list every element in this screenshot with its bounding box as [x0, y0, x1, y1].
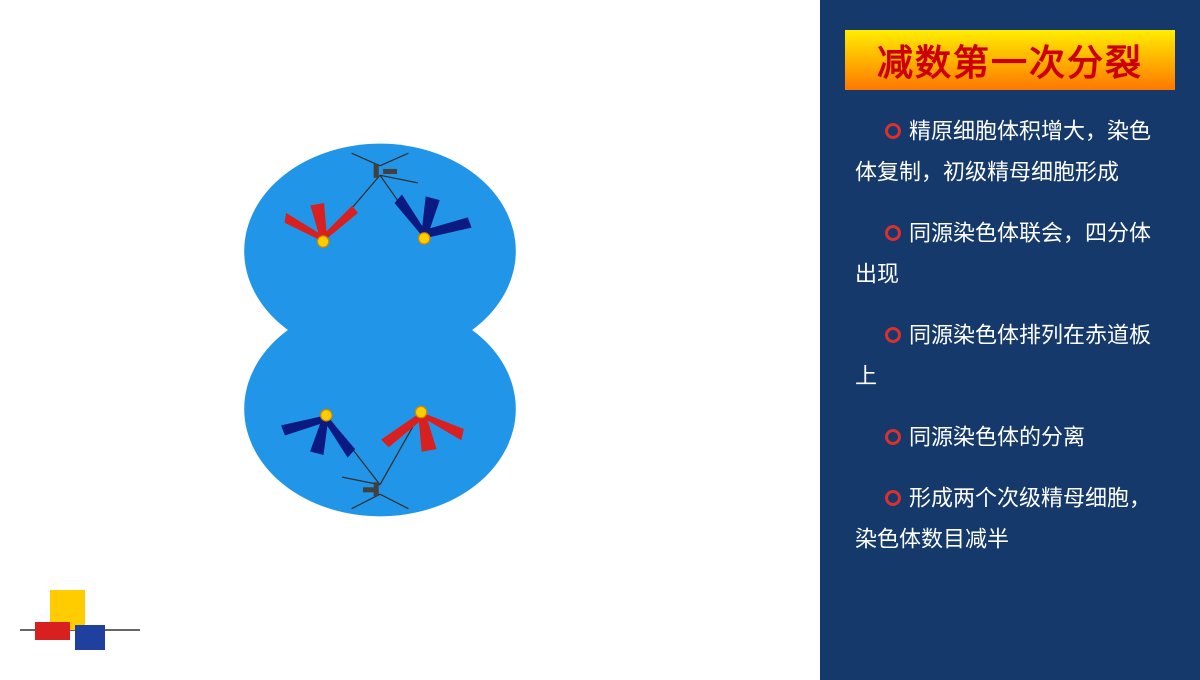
bullet-text: 同源染色体的分离 — [909, 424, 1085, 449]
bullet-item: 精原细胞体积增大，染色体复制，初级精母细胞形成 — [855, 110, 1165, 192]
corner-decoration — [20, 580, 140, 660]
cell-division-diagram — [140, 40, 620, 620]
main-diagram-area — [0, 0, 820, 680]
bullet-item: 同源染色体的分离 — [855, 416, 1165, 457]
bullet-item: 同源染色体排列在赤道板上 — [855, 314, 1165, 396]
text-sidebar: 减数第一次分裂 精原细胞体积增大，染色体复制，初级精母细胞形成 同源染色体联会，… — [820, 0, 1200, 680]
decoration-svg — [20, 580, 140, 660]
bullet-item: 形成两个次级精母细胞，染色体数目减半 — [855, 477, 1165, 559]
meiosis-svg — [140, 40, 620, 620]
bullet-item: 同源染色体联会，四分体出现 — [855, 212, 1165, 294]
bullet-icon — [885, 429, 901, 445]
bullet-icon — [885, 123, 901, 139]
bullet-icon — [885, 225, 901, 241]
bullet-list: 精原细胞体积增大，染色体复制，初级精母细胞形成 同源染色体联会，四分体出现 同源… — [820, 110, 1200, 559]
title-text: 减数第一次分裂 — [877, 34, 1143, 86]
bullet-icon — [885, 327, 901, 343]
bullet-icon — [885, 490, 901, 506]
slide-title: 减数第一次分裂 — [845, 30, 1175, 90]
